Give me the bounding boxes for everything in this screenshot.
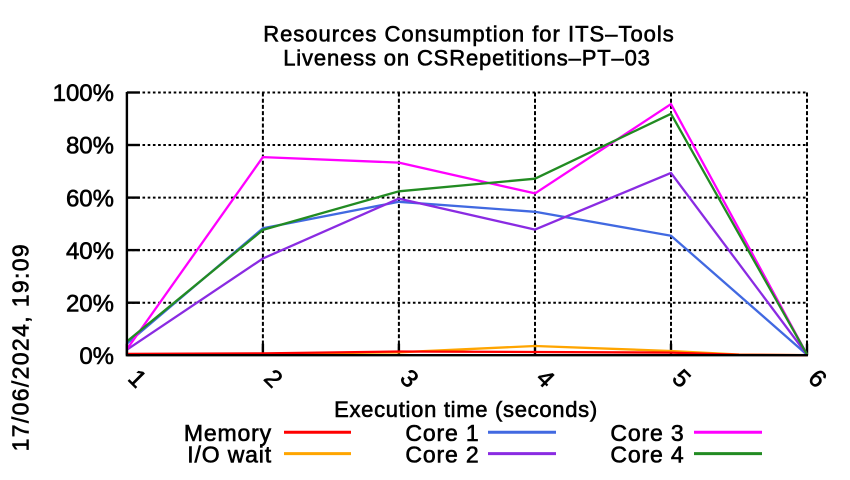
svg-text:20%: 20%: [66, 290, 114, 317]
svg-text:80%: 80%: [66, 133, 114, 160]
svg-text:17/06/2024, 19:09: 17/06/2024, 19:09: [8, 243, 34, 451]
svg-text:60%: 60%: [66, 185, 114, 212]
svg-text:40%: 40%: [66, 238, 114, 265]
svg-text:Resources Consumption for ITS–: Resources Consumption for ITS–Tools: [263, 22, 675, 47]
svg-text:Liveness on CSRepetitions–PT–0: Liveness on CSRepetitions–PT–03: [283, 45, 651, 70]
svg-text:Core 3: Core 3: [610, 420, 684, 446]
svg-text:Memory: Memory: [184, 420, 272, 446]
svg-text:Core 1: Core 1: [405, 420, 479, 446]
svg-text:100%: 100%: [53, 80, 114, 107]
svg-text:Execution time (seconds): Execution time (seconds): [334, 397, 598, 422]
svg-text:I/O wait: I/O wait: [187, 442, 272, 468]
svg-text:Core 4: Core 4: [610, 442, 684, 468]
svg-text:0%: 0%: [79, 343, 114, 370]
svg-text:Core 2: Core 2: [405, 442, 479, 468]
